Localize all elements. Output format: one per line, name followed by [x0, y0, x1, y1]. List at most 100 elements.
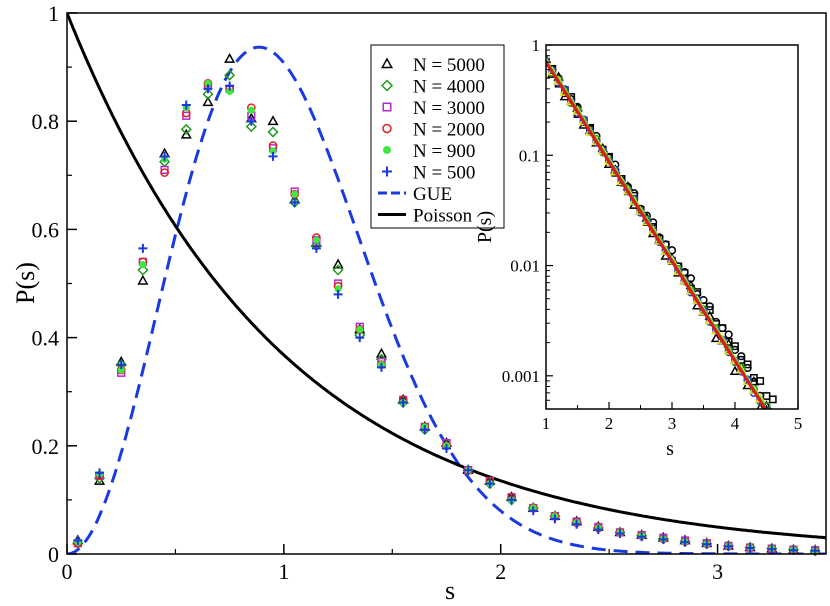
- main-y-tick-label: 0.2: [32, 434, 60, 459]
- data-point-n-500: [160, 151, 170, 161]
- legend-label-n-2000: N = 2000: [413, 120, 485, 141]
- data-point-n-500: [376, 362, 386, 372]
- inset-data-point-green: [769, 417, 776, 424]
- data-point-n-900: [312, 236, 320, 244]
- inset-data-point-yellow: [769, 416, 777, 423]
- inset-data-point-circles: [769, 419, 776, 426]
- legend-marker-n-500: [382, 166, 392, 177]
- legend-label-n-500: N = 500: [413, 163, 475, 184]
- inset-data-point-yellow: [775, 426, 783, 433]
- inset-data-point-triangles: [788, 446, 796, 453]
- main-y-tick-label: 0.6: [32, 217, 60, 242]
- data-point-n-5000: [137, 274, 149, 285]
- data-point-n-900: [269, 147, 277, 155]
- data-point-n-4000: [267, 126, 279, 138]
- main-x-tick-label: 2: [495, 559, 506, 584]
- inset-data-point-squares: [731, 342, 739, 351]
- legend-label-n-4000: N = 4000: [413, 77, 485, 98]
- data-point-n-500: [116, 360, 126, 370]
- data-point-n-900: [226, 87, 234, 96]
- data-point-n-4000: [137, 264, 149, 276]
- inset-data-point-circles: [724, 330, 733, 339]
- inset-data-point-triangles: [781, 447, 789, 454]
- inset-data-point-blue: [782, 437, 789, 444]
- data-point-n-500: [550, 514, 560, 524]
- inset-background: [546, 45, 798, 409]
- data-point-n-900: [247, 106, 255, 114]
- data-point-n-500: [593, 525, 603, 535]
- data-point-n-500: [203, 84, 213, 94]
- inset-data-point-circles: [788, 458, 795, 465]
- main-x-axis-label: s: [445, 576, 455, 605]
- data-point-n-900: [204, 79, 212, 87]
- data-point-n-900: [139, 260, 147, 269]
- inset-x-axis-label: s: [666, 438, 674, 460]
- inset-fit-lines: [546, 60, 769, 409]
- data-point-n-500: [745, 543, 755, 553]
- data-point-n-500: [268, 151, 278, 161]
- data-point-n-4000: [332, 264, 344, 276]
- main-axes: 0 1 2 3 0 0.2 0.4 0.6 0.8 1: [32, 1, 724, 584]
- inset-data-point-squares: [743, 360, 752, 369]
- inset-data-point-yellow: [788, 446, 796, 453]
- main-x-tick-label: 1: [278, 559, 289, 584]
- inset-data-point-blue: [769, 425, 776, 432]
- data-point-n-2000: [355, 325, 365, 334]
- data-point-n-500: [615, 528, 625, 538]
- inset-y-tick-label: 1: [532, 36, 541, 55]
- main-y-tick-label: 0.4: [32, 326, 60, 351]
- inset-data-point-blue: [776, 432, 783, 439]
- inset-data-point-triangles: [769, 419, 777, 426]
- data-point-n-500: [463, 465, 473, 475]
- data-point-n-500: [442, 444, 451, 454]
- fit-red-line: [546, 61, 768, 409]
- data-point-n-5000: [180, 128, 192, 139]
- data-point-n-500: [658, 534, 668, 544]
- inset-axes: 1 2 3 4 5 0.001 0.01 0.1 1: [502, 36, 803, 433]
- data-point-n-500: [680, 537, 690, 547]
- inset-x-tick-label: 3: [668, 414, 677, 433]
- data-point-n-5000: [375, 347, 387, 358]
- data-point-n-500: [311, 243, 321, 253]
- data-point-n-4000: [245, 121, 257, 133]
- data-point-n-500: [528, 506, 538, 516]
- data-point-n-900: [356, 325, 364, 334]
- data-point-n-5000: [202, 96, 214, 107]
- inset-y-axis-label: P(s): [474, 211, 496, 243]
- inset-data-point-blue: [763, 412, 770, 419]
- data-point-n-500: [788, 545, 798, 555]
- main-data-points: [72, 52, 821, 557]
- inset-data-point-green: [782, 439, 789, 446]
- legend-marker-n-4000: [380, 79, 394, 92]
- data-point-n-500: [73, 535, 83, 545]
- data-point-n-500: [507, 495, 517, 505]
- inset-y-tick-label: 0.001: [502, 367, 540, 386]
- legend-label-n-3000: N = 3000: [413, 98, 485, 119]
- inset-data-point-circles: [782, 445, 789, 452]
- inset-x-tick-label: 1: [542, 414, 551, 433]
- data-point-n-500: [225, 81, 235, 91]
- data-point-n-900: [117, 366, 125, 374]
- data-point-n-500: [702, 539, 712, 549]
- inset-x-tick-label: 2: [605, 414, 614, 433]
- inset-data-point-squares: [782, 415, 788, 421]
- data-point-n-5000: [224, 52, 236, 63]
- data-point-n-500: [637, 532, 647, 542]
- inset-y-tick-label: 0.01: [510, 257, 540, 276]
- legend-marker-n-900: [383, 146, 391, 154]
- inset-x-tick-label: 4: [731, 414, 740, 433]
- main-y-tick-label: 1: [48, 1, 59, 26]
- inset-data-point-circles: [776, 432, 783, 439]
- data-point-n-500: [767, 544, 777, 554]
- data-point-n-500: [95, 468, 105, 478]
- inset-data-point-triangles: [775, 415, 783, 422]
- inset-data-point-squares: [768, 395, 777, 404]
- inset-y-tick-label: 0.1: [519, 146, 540, 165]
- data-point-n-500: [420, 425, 430, 435]
- data-point-n-2000: [160, 168, 169, 177]
- inset-data-point-yellow: [781, 436, 789, 443]
- inset-plot: 1 2 3 4 5 0.001 0.01 0.1 1 s P(s): [474, 36, 803, 465]
- data-point-n-500: [572, 519, 582, 529]
- data-point-n-4000: [224, 69, 236, 81]
